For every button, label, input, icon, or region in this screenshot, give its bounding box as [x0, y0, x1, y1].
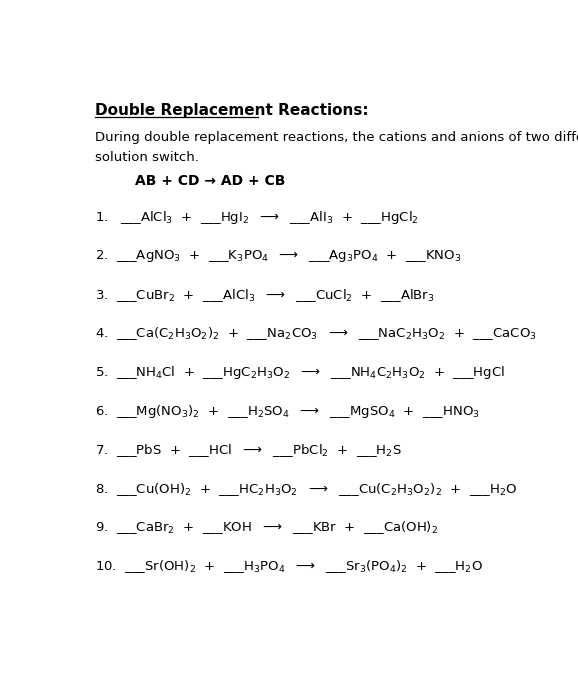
Text: AB + CD → AD + CB: AB + CD → AD + CB [135, 174, 286, 188]
Text: 1.   ___AlCl$_3$  +  ___HgI$_2$  $\longrightarrow$  ___AlI$_3$  +  ___HgCl$_2$: 1. ___AlCl$_3$ + ___HgI$_2$ $\longrighta… [95, 209, 418, 226]
Text: 4.  ___Ca(C$_2$H$_3$O$_2$)$_2$  +  ___Na$_2$CO$_3$  $\longrightarrow$  ___NaC$_2: 4. ___Ca(C$_2$H$_3$O$_2$)$_2$ + ___Na$_2… [95, 326, 536, 342]
Text: During double replacement reactions, the cations and anions of two different com: During double replacement reactions, the… [95, 131, 578, 144]
Text: 8.  ___Cu(OH)$_2$  +  ___HC$_2$H$_3$O$_2$  $\longrightarrow$  ___Cu(C$_2$H$_3$O$: 8. ___Cu(OH)$_2$ + ___HC$_2$H$_3$O$_2$ $… [95, 481, 517, 498]
Text: 7.  ___PbS  +  ___HCl  $\longrightarrow$  ___PbCl$_2$  +  ___H$_2$S: 7. ___PbS + ___HCl $\longrightarrow$ ___… [95, 442, 402, 458]
Text: 3.  ___CuBr$_2$  +  ___AlCl$_3$  $\longrightarrow$  ___CuCl$_2$  +  ___AlBr$_3$: 3. ___CuBr$_2$ + ___AlCl$_3$ $\longright… [95, 287, 434, 304]
Text: 6.  ___Mg(NO$_3$)$_2$  +  ___H$_2$SO$_4$  $\longrightarrow$  ___MgSO$_4$  +  ___: 6. ___Mg(NO$_3$)$_2$ + ___H$_2$SO$_4$ $\… [95, 403, 480, 420]
Text: 2.  ___AgNO$_3$  +  ___K$_3$PO$_4$  $\longrightarrow$  ___Ag$_3$PO$_4$  +  ___KN: 2. ___AgNO$_3$ + ___K$_3$PO$_4$ $\longri… [95, 248, 461, 264]
Text: 5.  ___NH$_4$Cl  +  ___HgC$_2$H$_3$O$_2$  $\longrightarrow$  ___NH$_4$C$_2$H$_3$: 5. ___NH$_4$Cl + ___HgC$_2$H$_3$O$_2$ $\… [95, 364, 505, 382]
Text: solution switch.: solution switch. [95, 151, 198, 164]
Text: 9.  ___CaBr$_2$  +  ___KOH  $\longrightarrow$  ___KBr  +  ___Ca(OH)$_2$: 9. ___CaBr$_2$ + ___KOH $\longrightarrow… [95, 519, 438, 536]
Text: Double Replacement Reactions:: Double Replacement Reactions: [95, 103, 368, 118]
Text: 10.  ___Sr(OH)$_2$  +  ___H$_3$PO$_4$  $\longrightarrow$  ___Sr$_3$(PO$_4$)$_2$ : 10. ___Sr(OH)$_2$ + ___H$_3$PO$_4$ $\lon… [95, 559, 483, 575]
